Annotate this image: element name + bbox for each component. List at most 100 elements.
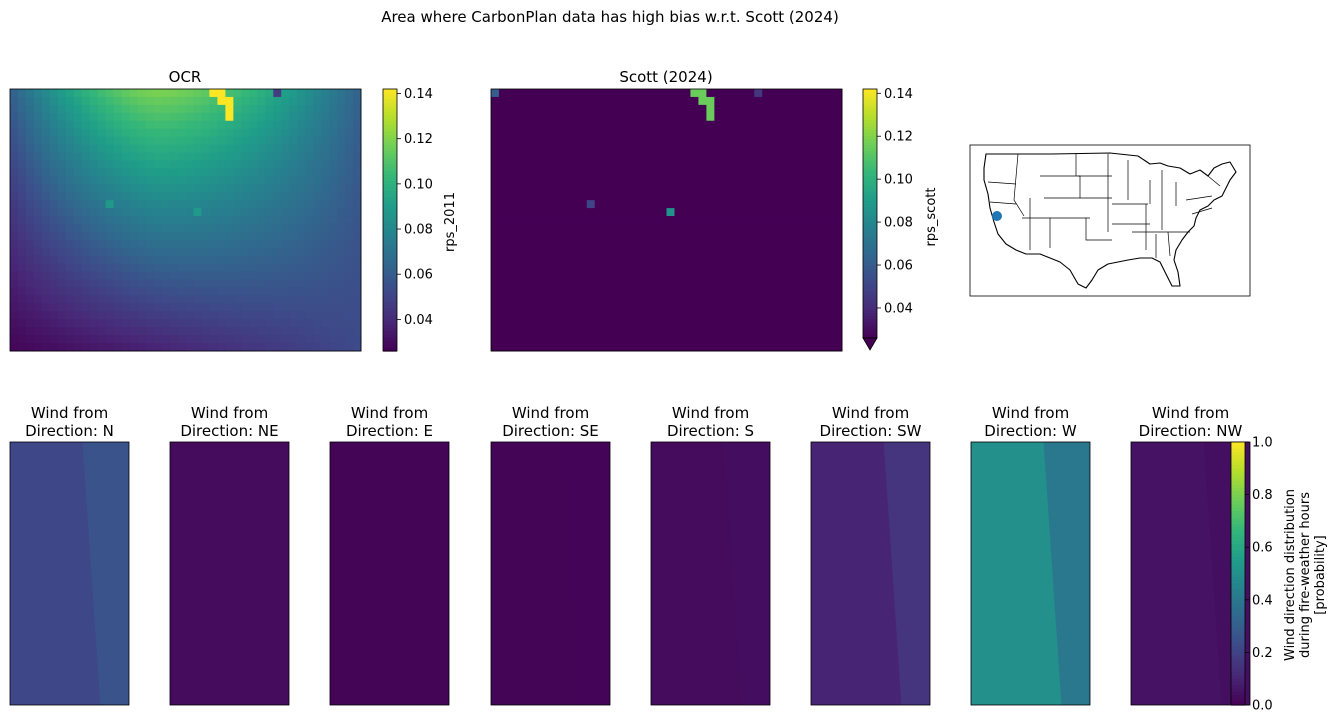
heatmap-cell — [321, 136, 330, 146]
heatmap-cell — [658, 112, 667, 122]
heatmap-cell — [578, 208, 588, 217]
heatmap-cell — [698, 144, 707, 154]
heatmap-cell — [570, 303, 580, 312]
heatmap-cell — [770, 89, 779, 98]
heatmap-cell — [618, 192, 628, 201]
heatmap-cell — [217, 160, 226, 169]
heatmap-cell — [161, 192, 171, 201]
heatmap-cell — [610, 136, 620, 146]
heatmap-cell — [706, 223, 715, 233]
heatmap-cell — [153, 223, 163, 233]
colorbar-segment — [383, 89, 397, 93]
heatmap-cell — [738, 168, 747, 177]
colorbar-segment — [1231, 668, 1245, 673]
heatmap-cell — [594, 152, 604, 161]
heatmap-cell — [802, 327, 811, 336]
heatmap-cell — [233, 311, 242, 320]
heatmap-cell — [169, 176, 179, 185]
heatmap-cell — [642, 295, 652, 304]
heatmap-cell — [57, 112, 67, 122]
heatmap-cell — [113, 120, 123, 130]
heatmap-cell — [33, 200, 43, 209]
heatmap-cell — [313, 176, 322, 185]
heatmap-cell — [249, 303, 258, 312]
heatmap-cell — [193, 104, 202, 114]
heatmap-cell — [738, 327, 747, 336]
heatmap-cell — [522, 271, 532, 281]
heatmap-cell — [498, 216, 508, 225]
heatmap-cell — [129, 311, 139, 320]
heatmap-cell — [73, 287, 83, 296]
heatmap-cell — [313, 128, 322, 138]
heatmap-cell — [121, 319, 131, 328]
heatmap-cell — [353, 303, 362, 312]
colorbar-segment — [383, 288, 397, 293]
heatmap-cell — [690, 271, 699, 281]
heatmap-cell — [49, 319, 59, 328]
heatmap-cell — [353, 271, 362, 281]
heatmap-cell — [834, 327, 843, 336]
heatmap-cell — [786, 247, 795, 257]
heatmap-cell — [201, 89, 210, 98]
heatmap-cell — [25, 255, 35, 265]
heatmap-cell — [498, 239, 508, 249]
heatmap-cell — [826, 247, 835, 257]
heatmap-cell — [586, 104, 596, 114]
heatmap-cell — [778, 319, 787, 328]
heatmap-cell — [313, 303, 322, 312]
heatmap-cell — [297, 144, 306, 154]
heatmap-cell — [738, 112, 747, 122]
heatmap-cell — [706, 184, 715, 193]
heatmap-cell — [265, 327, 274, 336]
heatmap-cell — [762, 216, 771, 225]
heatmap-cell — [602, 335, 612, 344]
heatmap-cell — [209, 176, 218, 185]
heatmap-cell — [602, 327, 612, 336]
colorbar-segment — [383, 334, 397, 339]
heatmap-cell — [690, 295, 699, 304]
heatmap-cell — [570, 263, 580, 273]
colorbar-segment — [863, 169, 877, 174]
heatmap-cell — [257, 247, 266, 257]
heatmap-cell — [770, 192, 779, 201]
heatmap-cell — [826, 144, 835, 154]
heatmap-cell — [161, 152, 171, 161]
heatmap-cell — [353, 311, 362, 320]
heatmap-cell — [802, 120, 811, 130]
heatmap-cell — [778, 160, 787, 169]
heatmap-cell — [786, 231, 795, 241]
heatmap-cell — [353, 104, 362, 114]
heatmap-cell — [618, 96, 628, 106]
heatmap-cell — [161, 168, 171, 177]
colorbar-segment — [1231, 622, 1245, 627]
wind-panel-title-line2: Direction: W — [984, 422, 1077, 440]
heatmap-cell — [514, 335, 524, 344]
heatmap-cell — [249, 279, 258, 288]
heatmap-cell — [682, 311, 691, 320]
heatmap-cell — [281, 176, 290, 185]
heatmap-cell — [682, 231, 691, 241]
colorbar-segment — [1231, 481, 1245, 486]
heatmap-cell — [169, 335, 179, 344]
heatmap-cell — [321, 247, 330, 257]
heatmap-cell — [97, 319, 107, 328]
heatmap-cell — [498, 223, 508, 233]
colorbar-segment — [383, 265, 397, 270]
wind-west-region — [10, 442, 101, 705]
heatmap-cell — [177, 223, 186, 233]
heatmap-cell — [810, 96, 819, 106]
heatmap-cell — [754, 343, 763, 352]
heatmap-cell — [634, 152, 644, 161]
heatmap-cell — [313, 89, 322, 98]
heatmap-cell — [538, 89, 548, 98]
heatmap-cell — [297, 152, 306, 161]
colorbar-segment — [383, 229, 397, 234]
colorbar-segment — [383, 200, 397, 205]
heatmap-cell — [530, 128, 540, 138]
heatmap-cell — [674, 327, 683, 336]
heatmap-cell — [810, 128, 819, 138]
heatmap-cell — [121, 160, 131, 169]
heatmap-cell — [770, 335, 779, 344]
heatmap-cell — [225, 192, 234, 201]
heatmap-cell — [177, 287, 186, 296]
